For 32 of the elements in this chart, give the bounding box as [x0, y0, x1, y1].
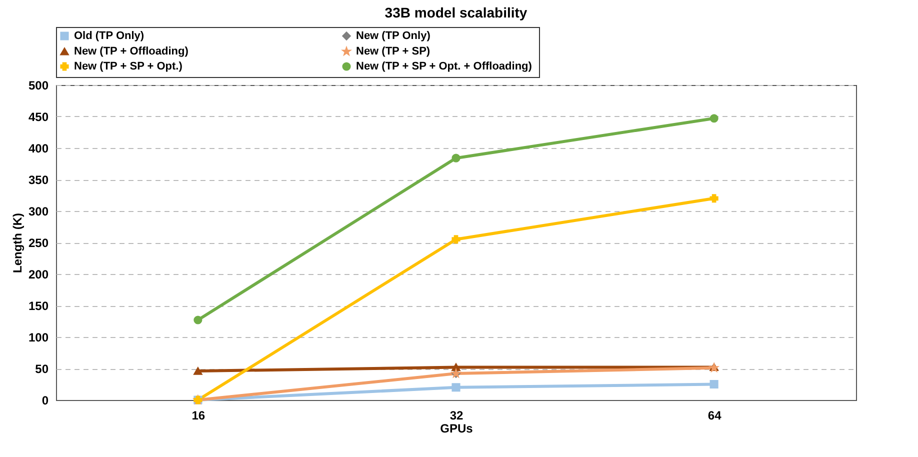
y-tick-label: 500: [28, 78, 49, 92]
y-tick-label: 0: [42, 394, 49, 408]
point: [194, 316, 202, 324]
legend-label: New (TP Only): [356, 30, 431, 42]
legend-label: New (TP + SP + Opt.): [74, 60, 183, 72]
legend-label: New (TP + SP): [356, 46, 430, 58]
chart-title: 33B model scalability: [384, 4, 528, 20]
y-tick-label: 200: [28, 268, 49, 282]
point: [710, 194, 718, 203]
y-tick-label: 300: [28, 204, 49, 218]
point: [452, 383, 460, 392]
y-tick-label: 250: [28, 236, 49, 250]
x-tick-label: 16: [192, 408, 206, 422]
y-tick-label: 50: [35, 362, 49, 376]
legend-label: Old (TP Only): [74, 30, 144, 42]
y-tick-label: 100: [28, 330, 49, 344]
point: [452, 235, 460, 244]
point: [452, 363, 460, 372]
legend-label: New (TP + Offloading): [74, 46, 189, 58]
point: [452, 154, 460, 162]
point: [710, 380, 718, 389]
legend-label: New (TP + SP + Opt. + Offloading): [356, 60, 532, 72]
y-axis-title: Length (K): [10, 213, 24, 273]
x-tick-label: 32: [450, 408, 464, 422]
x-axis-title: GPUs: [440, 422, 474, 436]
y-tick-label: 150: [28, 299, 49, 313]
y-tick-label: 450: [28, 110, 49, 124]
y-tick-label: 350: [28, 173, 49, 187]
y-tick-label: 400: [28, 142, 49, 156]
x-tick-label: 64: [708, 408, 722, 422]
point: [194, 367, 202, 375]
point: [710, 114, 718, 123]
